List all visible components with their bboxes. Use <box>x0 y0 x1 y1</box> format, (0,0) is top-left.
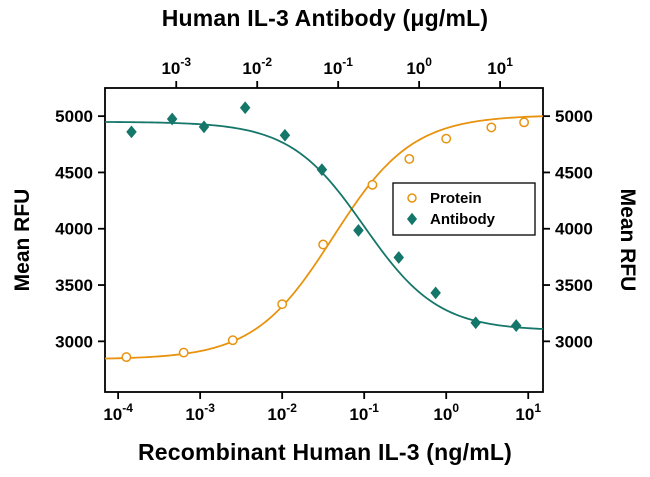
data-point-diamond <box>279 128 291 142</box>
axis-tick-label: 10-4 <box>103 401 133 424</box>
data-point-circle <box>227 335 238 346</box>
data-point-diamond <box>166 112 178 126</box>
data-point-circle <box>404 153 415 164</box>
data-point-diamond <box>510 319 522 332</box>
data-point-circle <box>277 299 288 310</box>
data-point-diamond <box>126 125 137 139</box>
data-point-diamond <box>430 286 441 300</box>
y-tick-label-left: 3500 <box>55 276 93 295</box>
legend-box <box>392 182 536 236</box>
data-point-diamond <box>198 120 210 134</box>
data-point-circle <box>407 193 417 203</box>
y-tick-label-right: 3000 <box>555 332 593 351</box>
axis-tick-label: 10-1 <box>349 401 379 424</box>
axis-tick-label: 101 <box>515 401 541 424</box>
antibody-points <box>126 101 522 332</box>
data-point-diamond <box>239 101 251 115</box>
data-point-circle <box>178 347 189 358</box>
y-tick-label-right: 4500 <box>555 163 593 182</box>
data-point-diamond <box>470 316 481 330</box>
fit-curves <box>105 115 543 360</box>
data-point-diamond <box>316 163 328 177</box>
legend-label-protein: Protein <box>430 190 482 207</box>
legend-label-antibody: Antibody <box>430 211 496 228</box>
data-point-circle <box>519 117 530 128</box>
y-tick-label-left: 4000 <box>55 220 93 239</box>
protein-points <box>121 117 530 363</box>
antibody-fit-curve <box>105 121 543 330</box>
axis-tick-label: 10-1 <box>323 55 353 78</box>
bottom-axis-title: Recombinant Human IL-3 (ng/mL) <box>138 439 512 465</box>
protein-fit-curve <box>105 115 543 360</box>
y-tick-label-right: 4000 <box>555 220 593 239</box>
bottom-axis: 10-4 10-3 10-2 10-1 100 101 <box>103 392 541 424</box>
axis-tick-label: 10-2 <box>242 55 272 78</box>
legend: Protein Antibody <box>392 182 536 236</box>
axis-tick-label: 10-3 <box>161 55 191 78</box>
data-point-circle <box>441 133 452 144</box>
y-tick-label-left: 5000 <box>55 107 93 126</box>
top-axis-title: Human IL-3 Antibody (μg/mL) <box>161 5 489 31</box>
axis-tick-label: 10-3 <box>185 401 215 424</box>
axis-tick-label: 101 <box>487 55 513 78</box>
y-axis: 3000 3000 3500 3500 4000 4000 4500 4500 5000 5000 <box>55 107 593 351</box>
y-tick-label-left: 3000 <box>55 332 93 351</box>
axis-tick-label: 10-2 <box>267 401 297 424</box>
data-point-circle <box>318 239 329 250</box>
y-tick-label-right: 5000 <box>555 107 593 126</box>
data-point-circle <box>367 179 378 190</box>
axis-tick-label: 100 <box>406 55 432 78</box>
data-point-diamond <box>406 212 418 226</box>
data-point-diamond <box>353 224 364 237</box>
data-point-circle <box>121 352 132 363</box>
y-tick-label-right: 3500 <box>555 276 593 295</box>
top-axis: 10-3 10-2 10-1 100 101 <box>161 55 513 88</box>
y-tick-label-left: 4500 <box>55 163 93 182</box>
data-point-circle <box>486 122 497 133</box>
data-point-diamond <box>393 251 404 264</box>
axis-tick-label: 100 <box>433 401 459 424</box>
